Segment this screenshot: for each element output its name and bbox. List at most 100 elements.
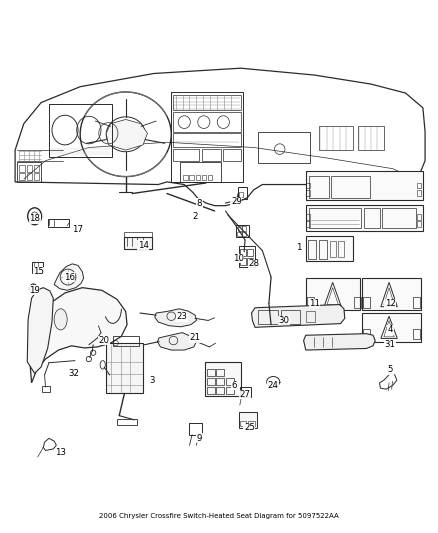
Bar xyxy=(306,205,423,231)
Bar xyxy=(171,92,243,182)
Bar xyxy=(173,149,199,161)
Bar xyxy=(190,175,194,180)
Bar xyxy=(338,241,344,257)
Text: 6: 6 xyxy=(231,381,237,390)
Text: 15: 15 xyxy=(33,267,45,276)
Bar xyxy=(207,378,215,385)
Bar xyxy=(237,232,242,236)
Bar xyxy=(124,232,152,237)
Text: 8: 8 xyxy=(197,198,202,207)
Bar xyxy=(226,378,234,385)
Text: 24: 24 xyxy=(268,381,279,390)
Bar xyxy=(417,221,421,228)
Text: 31: 31 xyxy=(385,340,396,349)
Bar xyxy=(173,133,241,147)
Text: 23: 23 xyxy=(177,312,187,321)
Bar xyxy=(358,126,384,150)
Bar xyxy=(306,171,423,200)
Bar xyxy=(124,237,152,248)
Bar xyxy=(239,412,257,428)
Bar xyxy=(189,423,201,435)
Bar xyxy=(331,175,370,198)
Bar xyxy=(205,362,241,396)
Bar xyxy=(330,241,336,257)
Text: 27: 27 xyxy=(240,390,251,399)
Bar xyxy=(34,173,39,180)
Bar xyxy=(309,208,361,229)
Polygon shape xyxy=(54,264,84,290)
Bar xyxy=(49,103,112,157)
Bar xyxy=(306,190,310,196)
Bar xyxy=(239,192,243,197)
Bar xyxy=(226,387,234,394)
Ellipse shape xyxy=(54,309,67,330)
Text: 9: 9 xyxy=(197,434,202,443)
Bar xyxy=(413,329,420,340)
Bar xyxy=(242,227,246,231)
Bar xyxy=(319,239,327,259)
Text: 19: 19 xyxy=(29,286,40,295)
Bar xyxy=(306,214,310,220)
Bar xyxy=(319,126,353,150)
Text: 16: 16 xyxy=(64,272,75,281)
Bar xyxy=(307,297,314,308)
Bar xyxy=(201,175,206,180)
Bar xyxy=(216,369,224,376)
Bar xyxy=(306,311,315,322)
Text: 32: 32 xyxy=(68,369,79,378)
Bar xyxy=(248,421,254,426)
Bar xyxy=(417,190,421,196)
Bar xyxy=(32,262,43,273)
Bar xyxy=(417,183,421,188)
Bar xyxy=(216,378,224,385)
Bar xyxy=(239,246,255,266)
Bar xyxy=(207,387,215,394)
Bar xyxy=(19,165,25,172)
Bar xyxy=(238,187,247,199)
Bar xyxy=(196,175,200,180)
Bar xyxy=(117,419,137,425)
Text: 2: 2 xyxy=(192,212,198,221)
Polygon shape xyxy=(155,309,196,327)
Bar xyxy=(240,248,246,256)
Bar xyxy=(180,163,221,182)
Bar xyxy=(362,278,421,310)
Bar xyxy=(258,310,278,324)
Bar xyxy=(223,149,241,161)
Bar xyxy=(240,257,246,265)
Text: 11: 11 xyxy=(309,299,320,308)
Bar xyxy=(173,95,241,110)
Bar xyxy=(306,236,353,261)
Polygon shape xyxy=(304,334,375,350)
Bar xyxy=(106,343,143,393)
Text: 4: 4 xyxy=(388,326,393,335)
Text: 17: 17 xyxy=(73,225,84,234)
Bar xyxy=(362,312,421,342)
Bar xyxy=(240,421,246,426)
Bar xyxy=(364,208,379,229)
Polygon shape xyxy=(27,288,53,373)
Text: 10: 10 xyxy=(233,254,244,263)
Bar xyxy=(242,232,246,236)
Bar xyxy=(309,175,329,198)
Bar xyxy=(364,329,371,340)
Polygon shape xyxy=(106,119,148,150)
Bar xyxy=(247,257,253,265)
Bar xyxy=(308,239,316,259)
Bar xyxy=(27,173,32,180)
Bar xyxy=(48,220,69,227)
Bar xyxy=(354,297,361,308)
Bar xyxy=(417,214,421,220)
Bar xyxy=(208,175,212,180)
Text: 29: 29 xyxy=(231,198,242,206)
Text: 28: 28 xyxy=(248,260,259,268)
Bar xyxy=(207,369,215,376)
Bar xyxy=(184,175,188,180)
Text: 20: 20 xyxy=(99,336,110,345)
Text: 21: 21 xyxy=(190,334,201,342)
Polygon shape xyxy=(157,333,196,350)
Text: 1: 1 xyxy=(297,244,302,253)
Bar xyxy=(238,227,242,231)
Text: 14: 14 xyxy=(138,241,148,250)
Bar xyxy=(247,248,253,256)
